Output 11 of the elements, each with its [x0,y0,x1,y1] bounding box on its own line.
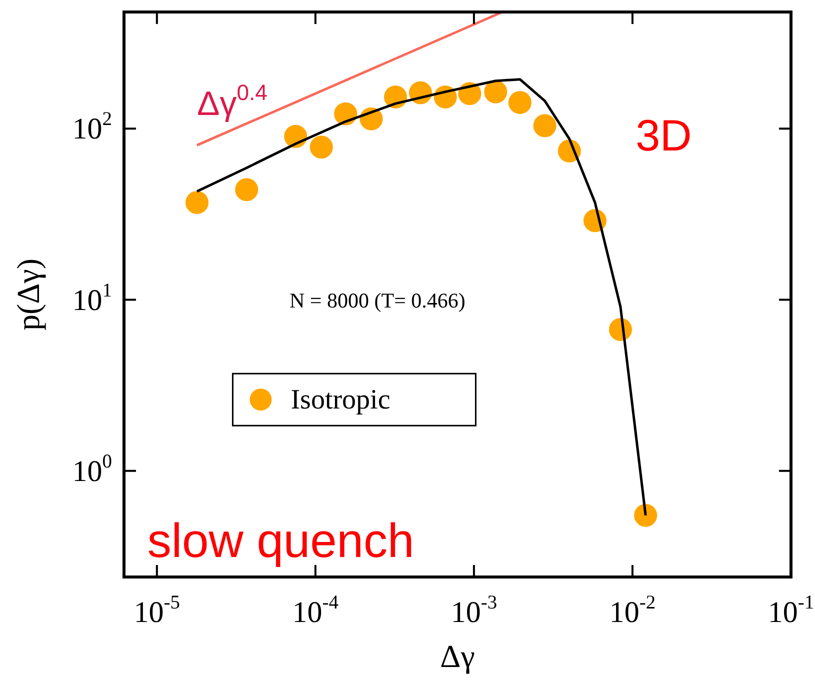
point [634,504,658,527]
point [508,91,532,114]
point [484,80,508,104]
y-axis-title: p(Δγ) [10,258,46,331]
point [533,114,556,138]
annotation: N = 8000 (T= 0.466) [290,288,466,312]
legend-label: Isotropic [290,384,390,416]
annotation: slow quench [147,515,414,568]
annotation: 3D [636,111,692,160]
x-axis-title: Δγ [440,638,475,674]
point [310,136,333,159]
